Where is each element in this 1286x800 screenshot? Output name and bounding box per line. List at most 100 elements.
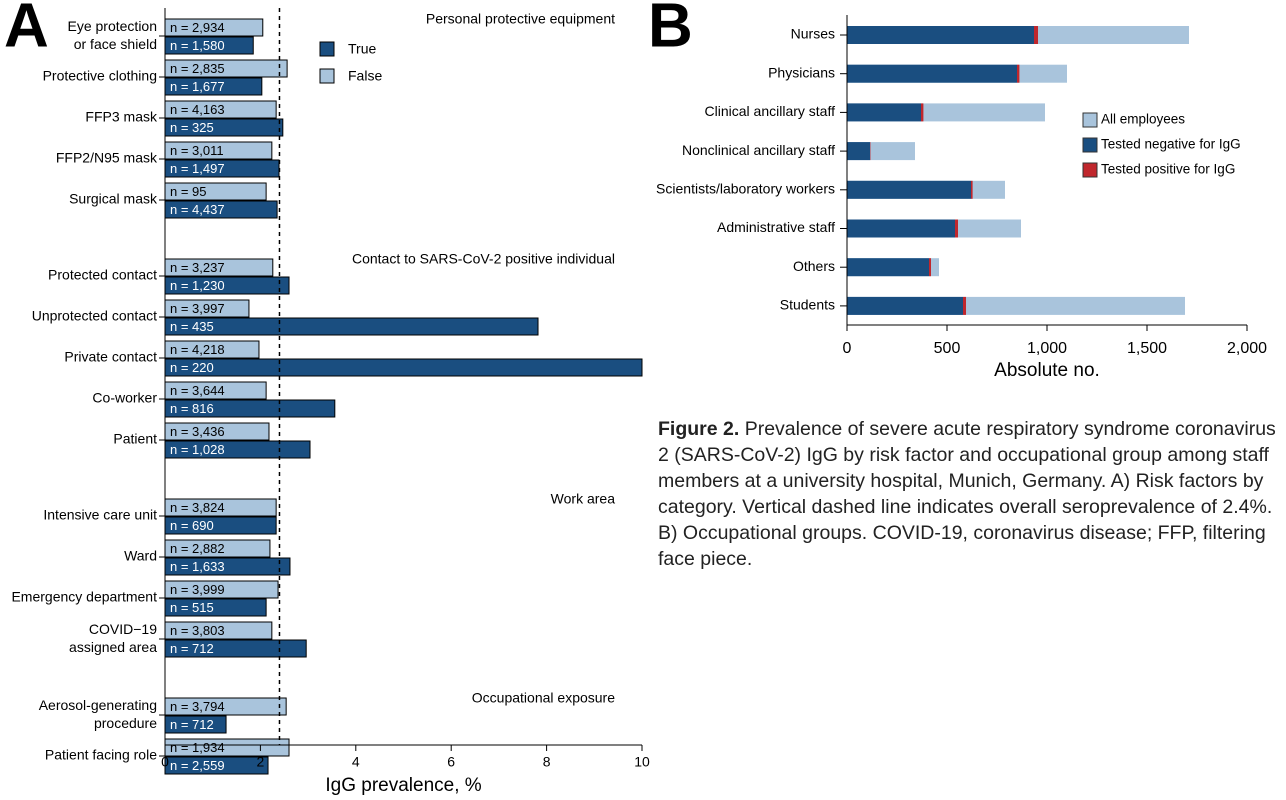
y-tick-label: Protected contact	[48, 267, 157, 283]
y-tick-label: Administrative staff	[717, 219, 835, 235]
bar	[921, 103, 924, 122]
y-tick-label: Others	[793, 258, 835, 274]
n-label: n = 3,999	[170, 582, 225, 597]
legend-label: False	[348, 68, 382, 84]
legend-label: All employees	[1101, 112, 1185, 127]
x-tick-label: 1,500	[1127, 340, 1167, 357]
x-axis-label: Absolute no.	[994, 360, 1100, 381]
bar	[164, 756, 269, 775]
legend-label: True	[348, 41, 376, 57]
legend-swatch	[1082, 137, 1098, 153]
y-tick-label: FFP3 mask	[85, 109, 158, 125]
legend-label: Tested negative for IgG	[1101, 137, 1241, 152]
n-label: n = 2,882	[170, 541, 225, 556]
x-tick-label: 500	[934, 340, 961, 357]
n-label: n = 1,934	[170, 740, 225, 755]
n-label: n = 3,997	[170, 301, 225, 316]
y-tick-label: FFP2/N95 mask	[56, 150, 158, 166]
n-label: n = 95	[170, 184, 207, 199]
n-label: n = 3,644	[170, 383, 225, 398]
bar	[847, 64, 1017, 83]
n-label: n = 515	[170, 600, 214, 615]
y-tick-label: Nurses	[791, 26, 835, 42]
bar	[929, 258, 931, 277]
legend-swatch	[1082, 162, 1098, 178]
y-tick-label: Patient facing role	[45, 747, 157, 763]
bar	[1034, 26, 1038, 44]
n-label: n = 325	[170, 120, 214, 135]
section-title: Personal protective equipment	[426, 11, 615, 27]
x-tick-label: 8	[543, 754, 551, 770]
x-tick-label: 0	[843, 340, 852, 357]
y-tick-label: Surgical mask	[69, 191, 158, 207]
n-label: n = 712	[170, 641, 214, 656]
n-label: n = 2,835	[170, 61, 225, 76]
x-tick-label: 6	[447, 754, 455, 770]
y-tick-label: Private contact	[64, 349, 157, 365]
bar	[847, 219, 955, 238]
y-tick-label: Co-worker	[92, 390, 157, 406]
n-label: n = 3,011	[170, 143, 224, 158]
bar	[847, 258, 929, 277]
bar	[847, 180, 971, 199]
section-title: Contact to SARS-CoV-2 positive individua…	[352, 251, 615, 267]
x-tick-label: 1,000	[1027, 340, 1067, 357]
n-label: n = 2,934	[170, 20, 225, 35]
bar	[847, 26, 1034, 44]
y-tick-label: Intensive care unit	[43, 507, 157, 523]
n-label: n = 712	[170, 717, 214, 732]
n-label: n = 435	[170, 319, 214, 334]
n-label: n = 3,436	[170, 424, 225, 439]
legend-swatch	[319, 41, 335, 57]
legend-label: Tested positive for IgG	[1101, 162, 1235, 177]
panel-letter: A	[4, 0, 49, 60]
x-tick-label: 2,000	[1227, 340, 1267, 357]
x-tick-label: 2	[257, 754, 265, 770]
n-label: n = 690	[170, 518, 214, 533]
y-tick-label: Patient	[113, 431, 157, 447]
y-tick-label: Eye protection or face shield	[68, 18, 158, 52]
caption-text: Prevalence of severe acute respiratory s…	[658, 418, 1276, 570]
n-label: n = 3,824	[170, 500, 225, 515]
legend-swatch	[1082, 112, 1098, 128]
y-tick-label: Scientists/laboratory workers	[656, 181, 835, 197]
bar	[963, 296, 966, 315]
bar	[164, 358, 643, 377]
n-label: n = 4,218	[170, 342, 225, 357]
x-tick-label: 10	[634, 754, 650, 770]
n-label: n = 1,230	[170, 278, 225, 293]
bar	[847, 296, 963, 315]
n-label: n = 220	[170, 360, 214, 375]
n-label: n = 1,677	[170, 79, 225, 94]
x-tick-label: 0	[161, 754, 169, 770]
bar	[1017, 64, 1020, 83]
y-tick-label: COVID−19 assigned area	[69, 621, 157, 655]
n-label: n = 3,803	[170, 623, 225, 638]
x-axis-label: IgG prevalence, %	[325, 775, 481, 796]
bar	[847, 103, 921, 122]
y-tick-label: Emergency department	[11, 589, 157, 605]
n-label: n = 1,633	[170, 559, 225, 574]
n-label: n = 1,028	[170, 442, 225, 457]
y-tick-label: Unprotected contact	[32, 308, 157, 324]
bar	[847, 142, 870, 161]
section-title: Work area	[551, 491, 616, 507]
bar	[955, 219, 958, 238]
panel-letter: B	[648, 0, 693, 60]
y-tick-label: Nonclinical ancillary staff	[682, 142, 835, 158]
bar	[164, 317, 539, 336]
n-label: n = 2,559	[170, 758, 225, 773]
x-tick-label: 4	[352, 754, 360, 770]
n-label: n = 1,580	[170, 38, 225, 53]
y-tick-label: Physicians	[768, 64, 835, 80]
y-tick-label: Protective clothing	[43, 68, 157, 84]
legend-swatch	[319, 68, 335, 84]
caption: Figure 2. Prevalence of severe acute res…	[658, 416, 1286, 572]
n-label: n = 816	[170, 401, 214, 416]
y-tick-label: Clinical ancillary staff	[705, 103, 836, 119]
bar	[971, 180, 973, 199]
caption-label: Figure 2.	[658, 418, 740, 440]
section-title: Occupational exposure	[472, 690, 615, 706]
